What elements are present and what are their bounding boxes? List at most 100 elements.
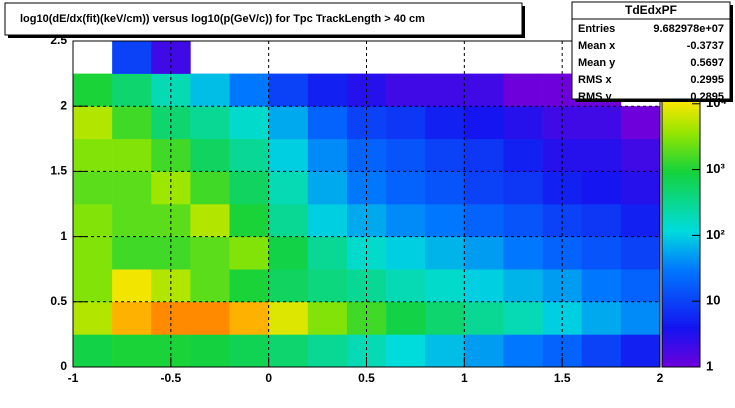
colorbar-segment	[662, 108, 700, 113]
colorbar-segment	[662, 337, 700, 341]
colorbar-segment	[662, 165, 700, 170]
colorbar-segment	[662, 171, 700, 175]
heatmap-cell	[307, 171, 348, 205]
colorbar-segment	[662, 209, 700, 213]
z-tick-label: 10³	[706, 161, 725, 176]
colorbar-segment	[662, 347, 700, 352]
colorbar-segment	[662, 252, 700, 257]
heatmap-cell	[620, 138, 661, 172]
heatmap-cell	[503, 236, 543, 270]
heatmap-cell	[620, 204, 661, 237]
heatmap-cell	[620, 171, 661, 205]
z-tick-label: 10	[706, 293, 720, 308]
heatmap-cell	[112, 204, 152, 237]
heatmap-cell	[229, 138, 269, 172]
colorbar-segment	[662, 318, 700, 322]
colorbar-segment	[662, 239, 700, 243]
colorbar-segment	[662, 296, 700, 300]
y-tick-label: 0.5	[50, 294, 67, 308]
colorbar-segment	[662, 160, 700, 164]
colorbar-segment	[662, 206, 700, 210]
heatmap-cell	[307, 204, 348, 237]
heatmap-cell	[307, 138, 348, 172]
colorbar-segment	[662, 236, 700, 240]
heatmap-cell	[386, 204, 426, 237]
colorbar-segment	[662, 282, 700, 286]
colorbar-segment	[662, 334, 700, 338]
colorbar-segment	[662, 212, 700, 216]
heatmap-cell	[112, 73, 152, 107]
colorbar-segment	[662, 309, 700, 314]
heatmap-cell	[620, 334, 661, 368]
colorbar-segment	[662, 350, 700, 354]
heatmap-cell	[307, 301, 348, 335]
heatmap-cell	[190, 269, 230, 303]
heatmap-cell	[620, 301, 661, 335]
heatmap-cell	[503, 301, 543, 335]
heatmap-cell	[542, 204, 583, 237]
heatmap-cell	[542, 106, 583, 140]
heatmap-cell	[73, 269, 113, 303]
colorbar-segment	[662, 323, 700, 327]
heatmap-cell	[581, 204, 622, 237]
y-tick-label: 2.5	[50, 33, 67, 47]
colorbar-segment	[662, 149, 700, 153]
colorbar-segment	[662, 114, 700, 118]
heatmap-cell	[112, 236, 152, 270]
colorbar-segment	[662, 163, 700, 167]
colorbar-segment	[662, 301, 700, 306]
heatmap-cell	[503, 138, 543, 172]
heatmap-cell	[386, 106, 426, 140]
heatmap-cell	[386, 73, 426, 107]
heatmap-cell	[386, 171, 426, 205]
heatmap-cell	[503, 73, 543, 107]
heatmap-cell	[581, 138, 622, 172]
heatmap-cell	[73, 334, 113, 368]
heatmap-cell	[268, 334, 309, 368]
stats-title: TdEdxPF	[625, 3, 677, 17]
heatmap-cell	[268, 236, 309, 270]
colorbar-segment	[662, 152, 700, 156]
heatmap-cell	[112, 106, 152, 140]
heatmap-cell	[190, 334, 230, 368]
heatmap-cell	[386, 269, 426, 303]
colorbar-segment	[662, 136, 700, 140]
colorbar-segment	[662, 261, 700, 265]
colorbar-segment	[662, 258, 700, 262]
colorbar-segment	[662, 103, 700, 107]
heatmap-cell	[190, 106, 230, 140]
heatmap-cell	[425, 204, 465, 237]
colorbar-segment	[662, 307, 700, 311]
heatmap-cell	[581, 301, 622, 335]
colorbar-segment	[662, 266, 700, 270]
heatmap-cell	[386, 301, 426, 335]
heatmap-cell	[268, 171, 309, 205]
colorbar-segment	[662, 233, 700, 238]
colorbar-segment	[662, 293, 700, 297]
colorbar-segment	[662, 290, 700, 295]
colorbar-segment	[662, 195, 700, 200]
heatmap-cell	[425, 138, 465, 172]
heatmap-cell	[503, 334, 543, 368]
heatmap-cell	[464, 236, 504, 270]
heatmap-cell	[73, 301, 113, 335]
x-tick-label: 2	[657, 371, 664, 385]
colorbar-segment	[662, 111, 700, 115]
colorbar-segment	[662, 168, 700, 172]
heatmap-cell	[229, 106, 269, 140]
x-tick-label: 0.5	[358, 371, 375, 385]
colorbar-segment	[662, 193, 700, 197]
colorbar-segment	[662, 356, 700, 360]
colorbar-segment	[662, 190, 700, 194]
colorbar-segment	[662, 201, 700, 205]
heatmap-cell	[346, 204, 387, 237]
heatmap-cell	[464, 334, 504, 368]
colorbar-segment	[662, 312, 700, 316]
colorbar-segment	[662, 315, 700, 319]
colorbar-segment	[662, 133, 700, 137]
colorbar-segment	[662, 138, 700, 143]
colorbar-segment	[662, 255, 700, 259]
colorbar-segment	[662, 271, 700, 276]
heatmap-cell	[151, 269, 191, 303]
heatmap-cell	[346, 106, 387, 140]
